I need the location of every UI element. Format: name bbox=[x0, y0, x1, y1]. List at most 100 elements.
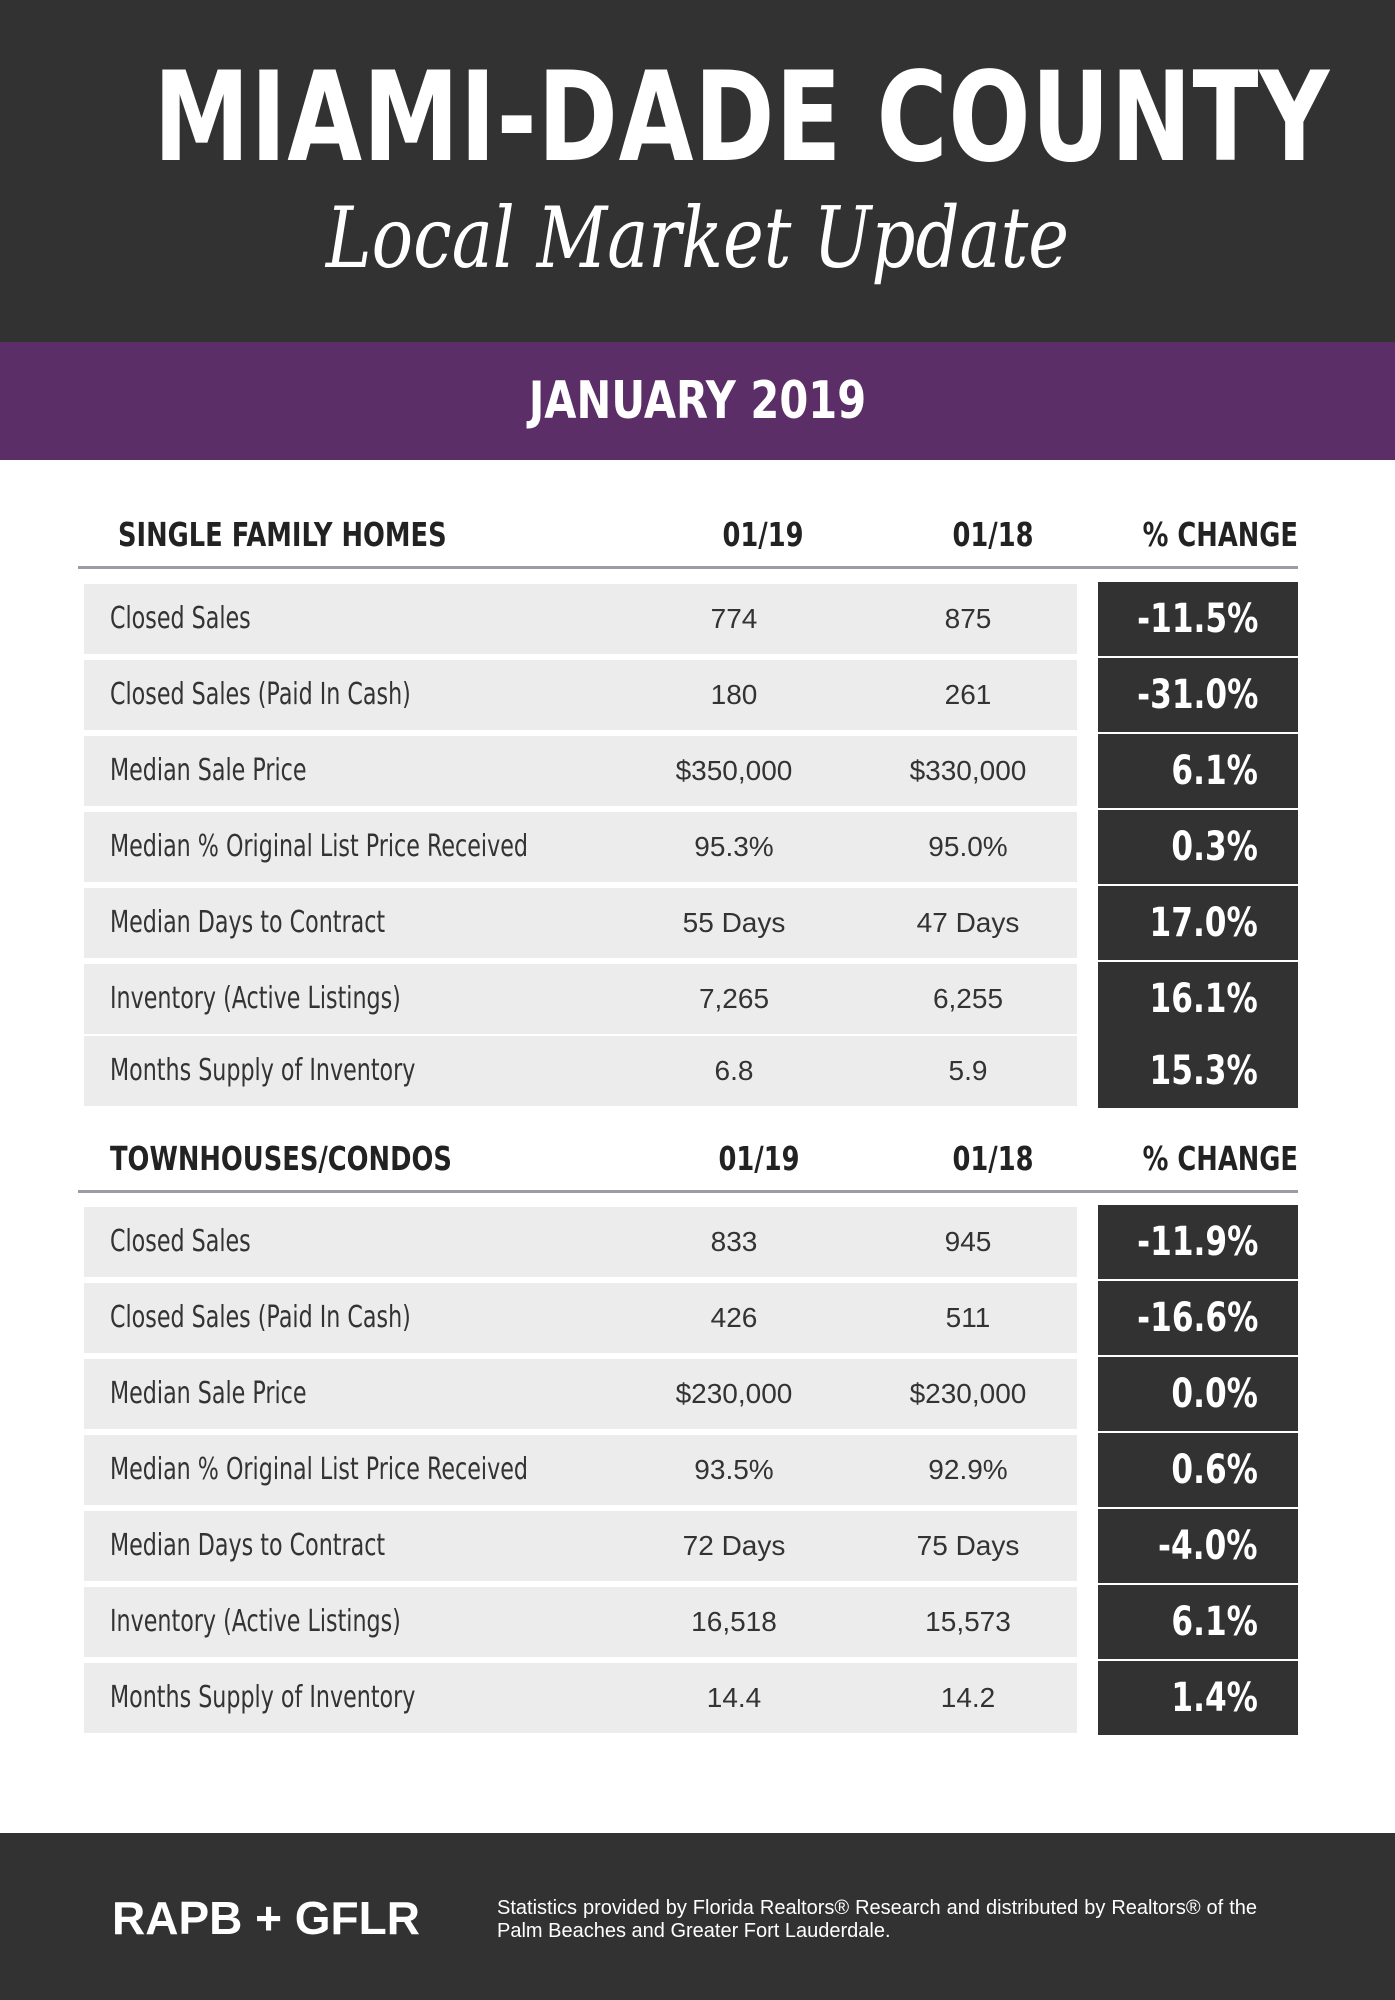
page-title: MIAMI-DADE COUNTY bbox=[153, 46, 1331, 190]
change-value: 15.3% bbox=[1149, 1048, 1258, 1094]
change-badge: -11.9% bbox=[1098, 1205, 1298, 1279]
section-title: SINGLE FAMILY HOMES bbox=[118, 515, 447, 554]
change-value: -16.6% bbox=[1136, 1295, 1258, 1341]
row-background bbox=[84, 964, 1077, 1034]
row-background bbox=[84, 1036, 1077, 1106]
table-row: Median Days to Contract 72 Days 75 Days … bbox=[84, 1509, 1298, 1583]
table-row: Inventory (Active Listings) 16,518 15,57… bbox=[84, 1585, 1298, 1659]
row-value-current: 774 bbox=[710, 603, 758, 634]
table-row: Closed Sales (Paid In Cash) 426 511 -16.… bbox=[84, 1281, 1298, 1355]
section-header-single-family: SINGLE FAMILY HOMES 01/19 01/18 % CHANGE bbox=[78, 502, 1298, 569]
table-row: Median % Original List Price Received 93… bbox=[84, 1433, 1298, 1507]
row-value-prior: 95.0% bbox=[928, 831, 1008, 862]
change-value: 1.4% bbox=[1171, 1675, 1258, 1721]
column-header-change: % CHANGE bbox=[1142, 515, 1298, 554]
section-header-townhouses-condos: TOWNHOUSES/CONDOS 01/19 01/18 % CHANGE bbox=[78, 1126, 1298, 1193]
brand-logo: RAPB + GFLR bbox=[112, 1892, 420, 1944]
period-banner: JANUARY 2019 bbox=[0, 342, 1395, 460]
change-value: 6.1% bbox=[1171, 1599, 1258, 1645]
row-value-current: 426 bbox=[710, 1302, 758, 1333]
change-value: -31.0% bbox=[1136, 672, 1258, 718]
row-background bbox=[84, 812, 1077, 882]
change-badge: -16.6% bbox=[1098, 1281, 1298, 1355]
row-label: Months Supply of Inventory bbox=[110, 1680, 416, 1715]
change-value: -4.0% bbox=[1158, 1523, 1258, 1569]
row-value-current: $230,000 bbox=[675, 1378, 793, 1409]
table-row: Closed Sales 774 875 -11.5% bbox=[84, 582, 1298, 656]
row-value-current: 180 bbox=[710, 679, 758, 710]
row-label: Median Days to Contract bbox=[110, 1528, 386, 1563]
row-background bbox=[84, 660, 1077, 730]
row-value-prior: $330,000 bbox=[909, 755, 1027, 786]
row-value-prior: 6,255 bbox=[932, 983, 1004, 1014]
row-background bbox=[84, 1587, 1077, 1657]
row-background bbox=[84, 584, 1077, 654]
row-label: Closed Sales bbox=[110, 601, 251, 636]
row-label: Inventory (Active Listings) bbox=[110, 981, 401, 1016]
row-value-current: 95.3% bbox=[694, 831, 774, 862]
row-background bbox=[84, 736, 1077, 806]
row-background bbox=[84, 1511, 1077, 1581]
change-badge: 1.4% bbox=[1098, 1661, 1298, 1735]
table-row: Inventory (Active Listings) 7,265 6,255 … bbox=[84, 962, 1298, 1036]
row-label: Closed Sales (Paid In Cash) bbox=[110, 677, 411, 712]
table-row: Closed Sales 833 945 -11.9% bbox=[84, 1205, 1298, 1279]
period-label: JANUARY 2019 bbox=[528, 371, 867, 431]
row-value-prior: 875 bbox=[944, 603, 992, 634]
row-label: Inventory (Active Listings) bbox=[110, 1604, 401, 1639]
page-footer: RAPB + GFLR Statistics provided by Flori… bbox=[0, 1833, 1395, 2000]
table-row: Months Supply of Inventory 6.8 5.9 15.3% bbox=[84, 1034, 1298, 1108]
row-background bbox=[84, 1207, 1077, 1277]
row-value-current: 6.8 bbox=[714, 1055, 754, 1086]
row-background bbox=[84, 1435, 1077, 1505]
row-background bbox=[84, 888, 1077, 958]
column-header-current: 01/19 bbox=[722, 515, 804, 554]
row-value-current: 14.4 bbox=[706, 1682, 762, 1713]
column-header-prior: 01/18 bbox=[952, 515, 1034, 554]
change-value: -11.5% bbox=[1136, 596, 1258, 642]
change-value: -11.9% bbox=[1136, 1219, 1258, 1265]
row-background bbox=[84, 1663, 1077, 1733]
change-value: 0.0% bbox=[1171, 1371, 1258, 1417]
row-label: Median Sale Price bbox=[110, 1376, 307, 1411]
row-label: Median Days to Contract bbox=[110, 905, 386, 940]
change-value: 16.1% bbox=[1149, 976, 1258, 1022]
table-row: Median Sale Price $230,000 $230,000 0.0% bbox=[84, 1357, 1298, 1431]
page-subtitle: Local Market Update bbox=[325, 189, 1070, 287]
table-row: Median % Original List Price Received 95… bbox=[84, 810, 1298, 884]
change-badge: 17.0% bbox=[1098, 886, 1298, 960]
row-value-prior: 945 bbox=[944, 1226, 992, 1257]
row-background bbox=[84, 1359, 1077, 1429]
row-value-prior: 47 Days bbox=[916, 907, 1020, 938]
row-label: Median % Original List Price Received bbox=[110, 829, 528, 864]
row-background bbox=[84, 1283, 1077, 1353]
table-row: Closed Sales (Paid In Cash) 180 261 -31.… bbox=[84, 658, 1298, 732]
change-value: 0.6% bbox=[1171, 1447, 1258, 1493]
row-value-prior: 92.9% bbox=[928, 1454, 1008, 1485]
row-value-prior: 261 bbox=[944, 679, 992, 710]
change-badge: -4.0% bbox=[1098, 1509, 1298, 1583]
change-badge: 15.3% bbox=[1098, 1034, 1298, 1108]
change-badge: -11.5% bbox=[1098, 582, 1298, 656]
row-value-prior: $230,000 bbox=[909, 1378, 1027, 1409]
row-value-prior: 5.9 bbox=[948, 1055, 988, 1086]
page-header: MIAMI-DADE COUNTY Local Market Update bbox=[0, 0, 1395, 342]
table-row: Months Supply of Inventory 14.4 14.2 1.4… bbox=[84, 1661, 1298, 1735]
row-value-current: $350,000 bbox=[675, 755, 793, 786]
column-header-change: % CHANGE bbox=[1142, 1139, 1298, 1178]
row-label: Median % Original List Price Received bbox=[110, 1452, 528, 1487]
row-label: Months Supply of Inventory bbox=[110, 1053, 416, 1088]
change-badge: 0.6% bbox=[1098, 1433, 1298, 1507]
row-value-current: 7,265 bbox=[698, 983, 770, 1014]
row-value-prior: 15,573 bbox=[925, 1606, 1011, 1637]
column-header-prior: 01/18 bbox=[952, 1139, 1034, 1178]
row-value-current: 72 Days bbox=[682, 1530, 786, 1561]
row-value-current: 55 Days bbox=[682, 907, 786, 938]
change-badge: 6.1% bbox=[1098, 1585, 1298, 1659]
row-value-current: 16,518 bbox=[691, 1606, 777, 1637]
change-badge: 0.0% bbox=[1098, 1357, 1298, 1431]
change-value: 6.1% bbox=[1171, 748, 1258, 794]
change-badge: 0.3% bbox=[1098, 810, 1298, 884]
change-badge: 16.1% bbox=[1098, 962, 1298, 1036]
section-title: TOWNHOUSES/CONDOS bbox=[110, 1139, 452, 1178]
